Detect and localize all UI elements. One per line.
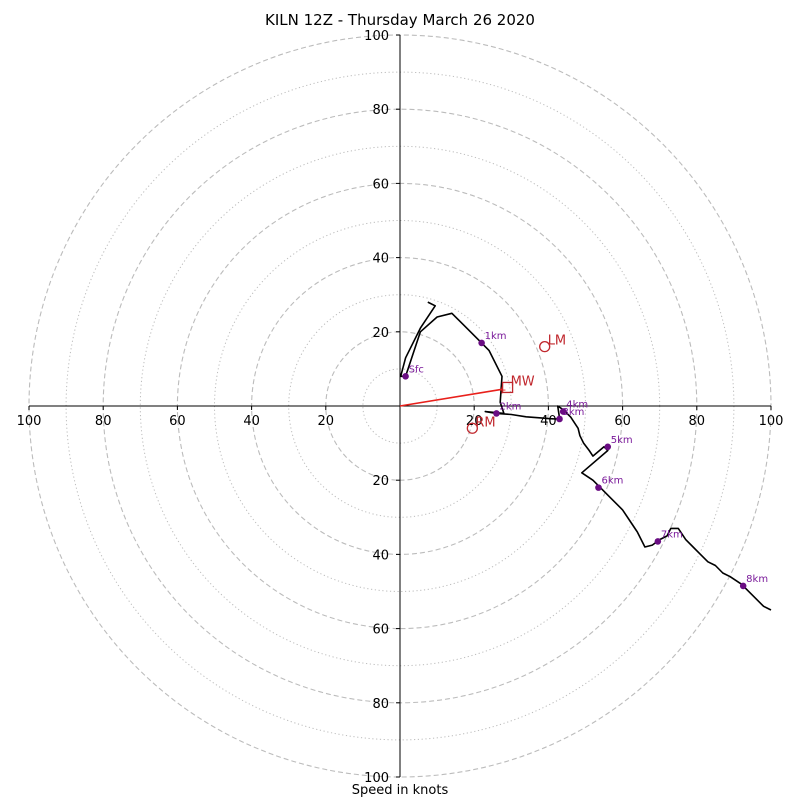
storm-motion-markers: LM RM MW xyxy=(466,334,566,434)
x-tick-label: 40 xyxy=(243,414,260,429)
height-marker-label: 2km xyxy=(499,401,521,412)
height-marker-label: 5km xyxy=(611,435,633,446)
y-tick-label: 60 xyxy=(372,623,389,638)
mean-wind-vector: + xyxy=(399,383,507,407)
y-tick-label: 20 xyxy=(372,474,389,489)
x-tick-label: 60 xyxy=(169,414,186,429)
height-marker xyxy=(402,373,409,380)
storm-motion-label: LM xyxy=(548,334,566,349)
height-marker-label: Sfc xyxy=(409,364,424,375)
x-tick-label: 40 xyxy=(540,414,557,429)
storm-motion-circle xyxy=(539,340,551,353)
x-tick-label: 60 xyxy=(614,414,631,429)
height-marker xyxy=(739,582,747,590)
y-tick-label: 80 xyxy=(372,103,389,118)
x-tick-label: 20 xyxy=(466,414,483,429)
height-marker-label: 4km xyxy=(566,400,588,411)
height-marker-label: 6km xyxy=(601,476,623,487)
height-marker-label: 1km xyxy=(485,331,507,342)
y-tick-label: 80 xyxy=(372,697,389,712)
mean-wind-arrow xyxy=(399,388,503,407)
height-marker xyxy=(654,538,662,545)
storm-motion-label: RM xyxy=(475,415,495,430)
height-marker xyxy=(595,484,602,491)
storm-motion-circle xyxy=(466,422,478,434)
hodograph-trace xyxy=(399,301,772,611)
hodograph-line xyxy=(399,301,772,611)
x-tick-label: 20 xyxy=(318,414,335,429)
height-marker-label: 8km xyxy=(746,574,768,585)
x-tick-label: 100 xyxy=(17,414,42,429)
x-tick-label: 100 xyxy=(759,414,784,429)
storm-motion-label: MW xyxy=(511,374,535,389)
y-tick-label: 40 xyxy=(372,548,389,563)
height-marker xyxy=(604,443,612,451)
height-marker-label: 7km xyxy=(661,529,683,540)
y-tick-label: 60 xyxy=(372,177,389,192)
height-marker xyxy=(556,415,563,423)
storm-motion-square xyxy=(501,381,514,394)
height-marker xyxy=(559,408,567,415)
chart-title: KILN 12Z - Thursday March 26 2020 xyxy=(265,11,535,29)
x-axis-label: Speed in knots xyxy=(351,783,449,798)
height-marker-label: 3km xyxy=(563,407,585,418)
y-tick-label: 20 xyxy=(372,326,389,341)
height-marker xyxy=(493,410,500,417)
x-tick-label: 80 xyxy=(95,414,112,429)
x-tick-label: 80 xyxy=(689,414,706,429)
y-tick-label: 100 xyxy=(364,771,389,786)
y-tick-label: 100 xyxy=(364,29,389,44)
y-tick-label: 40 xyxy=(372,252,389,267)
height-marker xyxy=(478,339,485,347)
